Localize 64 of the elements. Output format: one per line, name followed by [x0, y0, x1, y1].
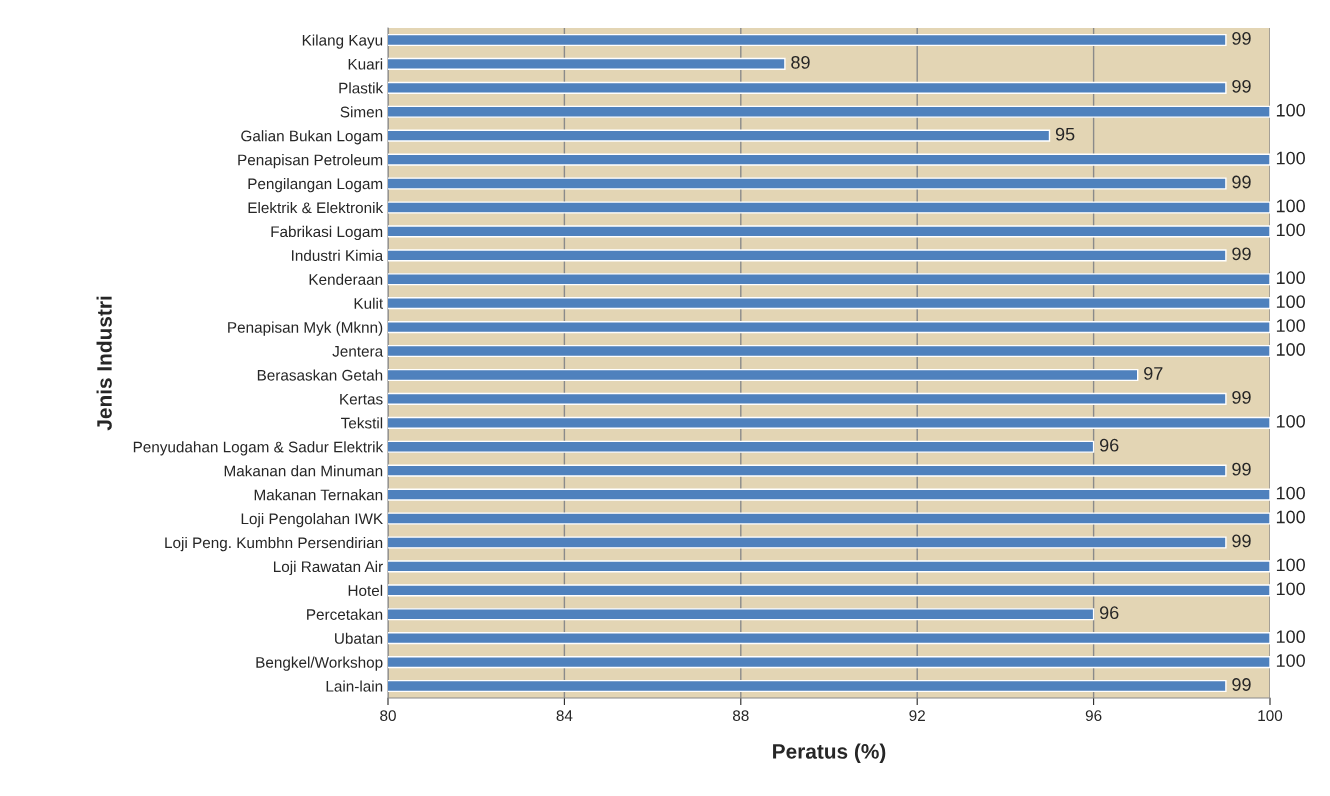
y-axis-title: Jenis Industri	[96, 296, 112, 431]
data-label: 100	[1276, 486, 1305, 500]
x-tick-label: 92	[909, 710, 925, 722]
y-tick-label: Lain-lain	[326, 680, 383, 692]
data-label: 99	[1232, 247, 1251, 261]
y-tick-label: Plastik	[339, 82, 384, 94]
y-tick-label: Fabrikasi Logam	[271, 225, 383, 241]
data-label: 95	[1055, 127, 1075, 141]
data-label: 100	[1276, 103, 1305, 117]
y-tick-label: Jentera	[332, 346, 384, 357]
y-tick-label: Kulit	[354, 297, 384, 309]
y-tick-label: Penyudahan Logam & Sadur Elektrik	[133, 441, 384, 456]
data-label: 99	[1232, 390, 1251, 404]
data-label: 96	[1100, 606, 1119, 620]
y-tick-label: Elektrik & Elektronik	[248, 201, 384, 214]
data-label: 100	[1276, 151, 1305, 165]
y-tick-label: Ubatan	[335, 632, 383, 644]
data-label: 99	[1232, 678, 1251, 691]
y-tick-label: Loji Peng. Kumbhn Persendirian	[165, 536, 383, 552]
y-tick-label: Kuari	[348, 58, 383, 70]
data-label: 99	[1232, 534, 1251, 548]
x-tick-label: 84	[556, 710, 573, 722]
x-axis-title: Peratus (%)	[773, 743, 886, 763]
y-tick-label: Makanan Ternakan	[254, 489, 383, 501]
y-tick-label: Galian Bukan Logam	[241, 130, 383, 145]
y-tick-label: Loji Pengolahan IWK	[241, 513, 383, 528]
data-label: 100	[1276, 343, 1305, 356]
x-tick-label: 96	[1085, 710, 1102, 722]
data-label: 100	[1276, 295, 1305, 309]
y-tick-label: Berasaskan Getah	[257, 369, 383, 381]
y-tick-label: Kilang Kayu	[302, 34, 383, 49]
data-label: 100	[1276, 223, 1305, 237]
data-label: 100	[1276, 582, 1305, 596]
data-label: 100	[1276, 510, 1305, 524]
data-label: 100	[1276, 319, 1305, 332]
y-tick-label: Hotel	[348, 584, 383, 597]
x-tick-label: 88	[732, 710, 749, 722]
y-tick-label: Pengilangan Logam	[248, 178, 383, 193]
x-tick-label: 80	[380, 710, 396, 722]
y-tick-label: Kenderaan	[309, 273, 383, 285]
y-tick-label: Simen	[340, 106, 383, 118]
data-label: 100	[1276, 630, 1305, 644]
data-label: 97	[1144, 367, 1163, 380]
y-tick-label: Industri Kimia	[292, 249, 384, 262]
y-tick-label: Loji Rawatan Air	[274, 560, 383, 576]
data-label: 96	[1100, 438, 1119, 452]
data-label: 99	[1232, 175, 1251, 189]
y-tick-label: Penapisan Myk (Mknn)	[228, 321, 383, 336]
data-label: 100	[1276, 414, 1305, 428]
data-label: 100	[1276, 199, 1305, 213]
x-tick-label: 100	[1258, 710, 1283, 722]
data-label: 100	[1276, 271, 1305, 285]
y-tick-label: Bengkel/Workshop	[256, 656, 383, 671]
y-tick-label: Tekstil	[341, 417, 383, 429]
data-label: 99	[1232, 32, 1251, 45]
y-tick-label: Makanan dan Minuman	[224, 465, 383, 477]
data-label: 99	[1232, 79, 1251, 93]
data-label: 99	[1232, 462, 1251, 476]
data-label: 100	[1276, 654, 1305, 667]
data-label: 100	[1276, 558, 1305, 572]
y-tick-label: Kertas	[340, 393, 383, 405]
y-tick-label: Penapisan Petroleum	[238, 154, 383, 169]
data-label: 89	[791, 55, 810, 69]
y-tick-label: Percetakan	[307, 608, 383, 620]
